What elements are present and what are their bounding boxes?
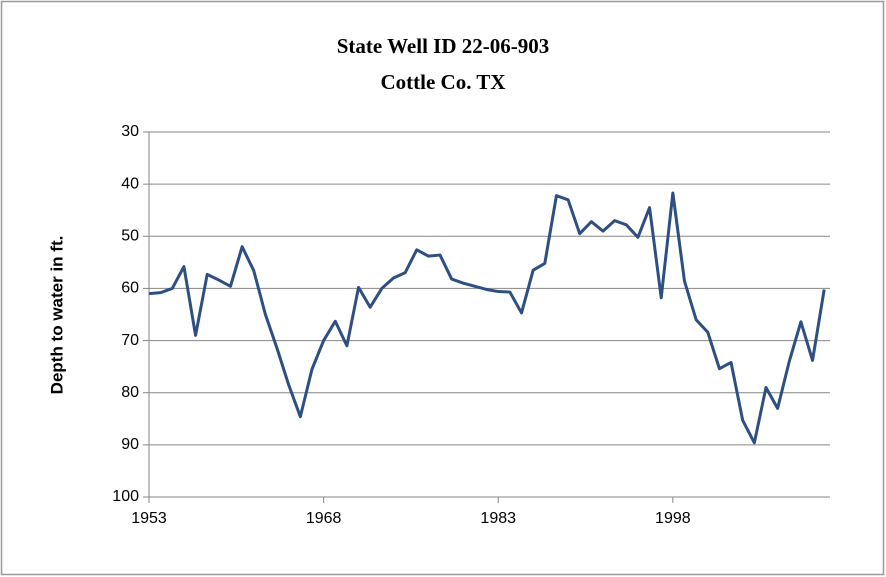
y-tick-label: 80 bbox=[121, 384, 139, 401]
x-tick-label: 1968 bbox=[306, 510, 342, 527]
y-axis-label: Depth to water in ft. bbox=[47, 236, 66, 395]
y-tick-label: 40 bbox=[121, 175, 139, 192]
y-tick-label: 70 bbox=[121, 332, 139, 349]
chart-subtitle: Cottle Co. TX bbox=[380, 70, 505, 94]
y-tick-label: 100 bbox=[112, 488, 139, 505]
x-tick-label: 1983 bbox=[480, 510, 516, 527]
y-tick-label: 50 bbox=[121, 228, 139, 245]
y-tick-label: 90 bbox=[121, 436, 139, 453]
y-tick-label: 30 bbox=[121, 123, 139, 140]
x-tick-label: 1953 bbox=[131, 510, 167, 527]
data-line bbox=[148, 191, 826, 445]
x-tick-label: 1998 bbox=[655, 510, 691, 527]
y-tick-label: 60 bbox=[121, 280, 139, 297]
chart-title: State Well ID 22-06-903 bbox=[337, 34, 550, 58]
